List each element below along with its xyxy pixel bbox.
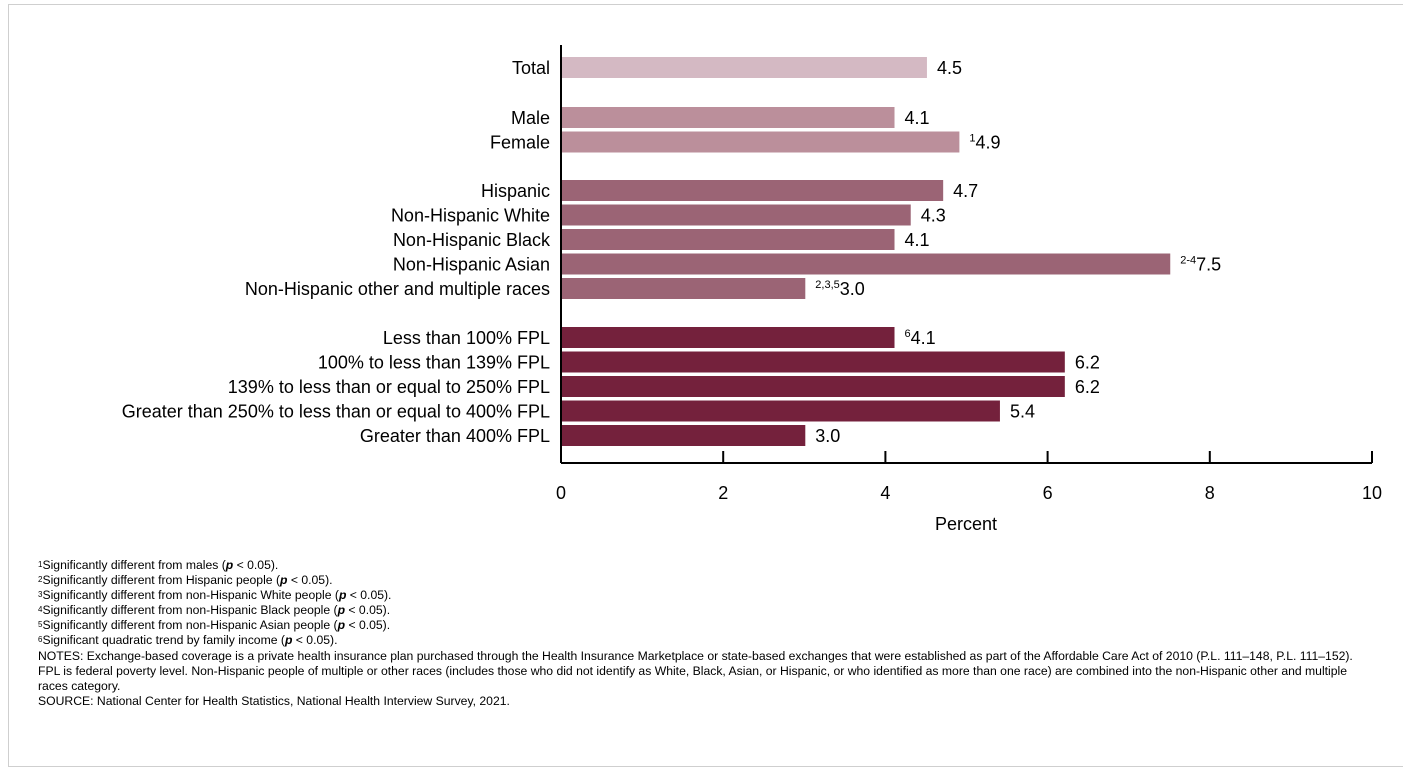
category-label: Total bbox=[512, 58, 550, 78]
bar-less-than-100-fpl bbox=[562, 327, 895, 348]
footnote-marker: 2-4 bbox=[1180, 255, 1196, 267]
value-label: 2,3,53.0 bbox=[815, 279, 865, 299]
category-label: Greater than 400% FPL bbox=[360, 426, 550, 446]
bar-non-hispanic-white bbox=[562, 204, 911, 226]
bar-non-hispanic-black bbox=[562, 229, 895, 250]
value-label: 6.2 bbox=[1075, 353, 1100, 373]
figure-notes: 1Significantly different from males (p <… bbox=[38, 558, 1378, 709]
bar-greater-than-250-to-less-than-or-equal-to-400-fpl bbox=[562, 400, 1000, 422]
x-tick-label: 2 bbox=[718, 483, 728, 503]
category-label: 139% to less than or equal to 250% FPL bbox=[228, 377, 550, 397]
category-label: 100% to less than 139% FPL bbox=[318, 353, 550, 373]
x-tick-label: 4 bbox=[880, 483, 890, 503]
figure-frame bbox=[8, 4, 1403, 767]
category-label: Hispanic bbox=[481, 181, 550, 201]
footnote-line: 5Significantly different from non-Hispan… bbox=[38, 618, 391, 633]
category-label: Male bbox=[511, 108, 550, 128]
value-label: 4.7 bbox=[953, 181, 978, 201]
footnote-line: 6Significant quadratic trend by family i… bbox=[38, 633, 338, 648]
bar-chart: Total 4.5 Male 4.1 Female 14.9 Hispanic 4.7 Non-… bbox=[122, 45, 1382, 534]
source-line: SOURCE: National Center for Health Stati… bbox=[38, 693, 510, 708]
value-label: 3.0 bbox=[815, 426, 840, 446]
bar-non-hispanic-asian bbox=[562, 253, 1171, 275]
bar-male bbox=[562, 107, 895, 128]
category-label: Non-Hispanic Black bbox=[393, 230, 551, 250]
notes-paragraph: NOTES: Exchange-based coverage is a priv… bbox=[38, 648, 1353, 693]
category-label: Non-Hispanic Asian bbox=[393, 255, 550, 275]
value-label: 4.1 bbox=[905, 230, 930, 250]
footnote-line: 2Significantly different from Hispanic p… bbox=[38, 573, 333, 588]
footnote-line: 4Significantly different from non-Hispan… bbox=[38, 603, 391, 618]
footnotes-list: 1Significantly different from males (p <… bbox=[38, 558, 1378, 649]
category-label: Female bbox=[490, 133, 550, 153]
value-label: 4.3 bbox=[921, 206, 946, 226]
value-label: 5.4 bbox=[1010, 402, 1035, 422]
category-label: Non-Hispanic White bbox=[391, 206, 550, 226]
x-tick-label: 10 bbox=[1362, 483, 1382, 503]
value-label: 2-47.5 bbox=[1180, 255, 1221, 275]
bar-total bbox=[562, 57, 927, 78]
x-axis: 0 2 4 6 8 10 bbox=[556, 45, 1382, 503]
value-label: 64.1 bbox=[905, 328, 936, 348]
footnote-marker: 1 bbox=[969, 133, 975, 145]
x-axis-title: Percent bbox=[935, 514, 997, 534]
x-tick-label: 6 bbox=[1043, 483, 1053, 503]
category-label: Greater than 250% to less than or equal … bbox=[122, 402, 550, 422]
labels-layer: Total 4.5 Male 4.1 Female 14.9 Hispanic 4.7 Non-… bbox=[122, 58, 1221, 446]
category-label: Less than 100% FPL bbox=[383, 328, 550, 348]
value-label: 4.5 bbox=[937, 58, 962, 78]
footnote-marker: 6 bbox=[905, 328, 911, 340]
bar-female bbox=[562, 131, 960, 153]
bar-100-to-less-than-139-fpl bbox=[562, 351, 1065, 373]
bars-layer bbox=[562, 57, 1171, 446]
footnote-marker: 2,3,5 bbox=[815, 279, 839, 291]
bar-greater-than-400-fpl bbox=[562, 425, 806, 446]
value-label: 6.2 bbox=[1075, 377, 1100, 397]
category-label: Non-Hispanic other and multiple races bbox=[245, 279, 550, 299]
x-tick-label: 8 bbox=[1205, 483, 1215, 503]
footnote-line: 3Significantly different from non-Hispan… bbox=[38, 588, 392, 603]
value-label: 4.1 bbox=[905, 108, 930, 128]
bar-non-hispanic-other-and-multiple-races bbox=[562, 278, 806, 299]
value-label: 14.9 bbox=[969, 133, 1000, 153]
footnote-line: 1Significantly different from males (p <… bbox=[38, 558, 279, 572]
x-tick-label: 0 bbox=[556, 483, 566, 503]
bar-139-to-less-than-or-equal-to-250-fpl bbox=[562, 376, 1065, 397]
bar-hispanic bbox=[562, 180, 944, 201]
